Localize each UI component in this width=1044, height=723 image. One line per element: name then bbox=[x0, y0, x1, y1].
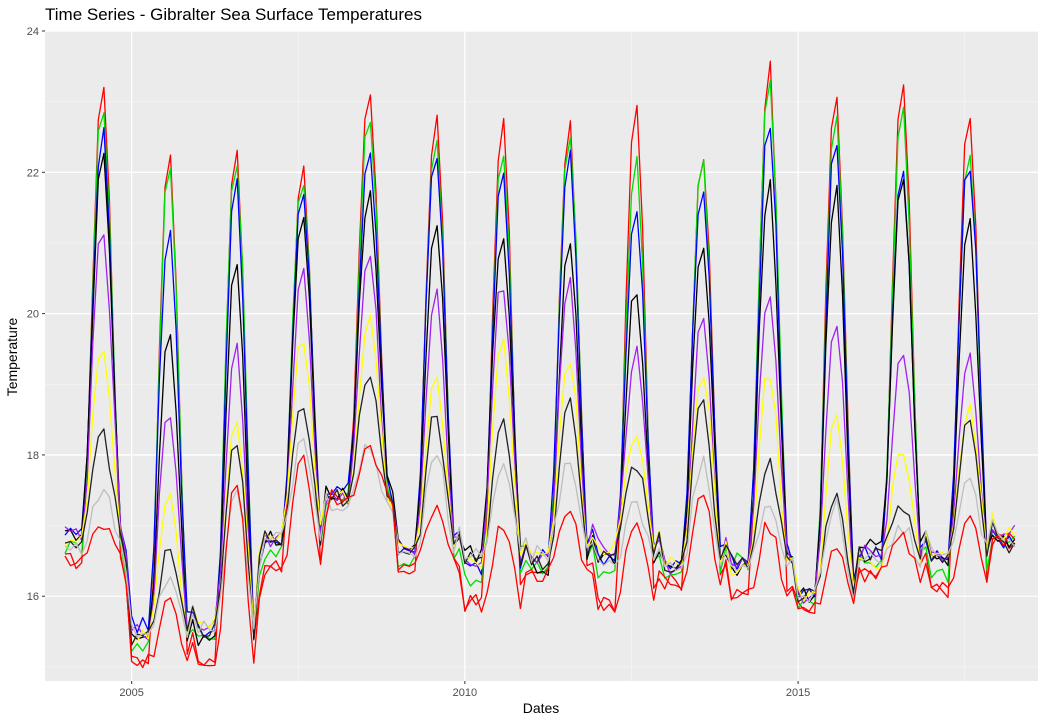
series-layer bbox=[64, 60, 1016, 669]
major-gridlines bbox=[45, 30, 1038, 681]
series-line-7 bbox=[64, 376, 1016, 646]
plot-panel bbox=[45, 31, 1038, 681]
x-tick-label: 2010 bbox=[453, 687, 477, 699]
y-tick-label: 20 bbox=[27, 309, 39, 321]
y-axis: 16 18 20 22 24 bbox=[27, 26, 45, 603]
y-tick-label: 18 bbox=[27, 450, 39, 462]
x-axis-title: Dates bbox=[523, 700, 560, 716]
chart-title: Time Series - Gibralter Sea Surface Temp… bbox=[45, 5, 422, 24]
y-tick-label: 24 bbox=[27, 26, 39, 38]
x-tick-label: 2015 bbox=[786, 687, 810, 699]
y-tick-label: 22 bbox=[27, 167, 39, 179]
y-axis-title: Temperature bbox=[4, 317, 20, 396]
series-line-9 bbox=[64, 444, 1016, 669]
x-axis: 2005 2010 2015 bbox=[119, 681, 810, 699]
series-line-8 bbox=[64, 438, 1016, 639]
x-tick-label: 2005 bbox=[119, 687, 143, 699]
y-tick-label: 16 bbox=[27, 591, 39, 603]
